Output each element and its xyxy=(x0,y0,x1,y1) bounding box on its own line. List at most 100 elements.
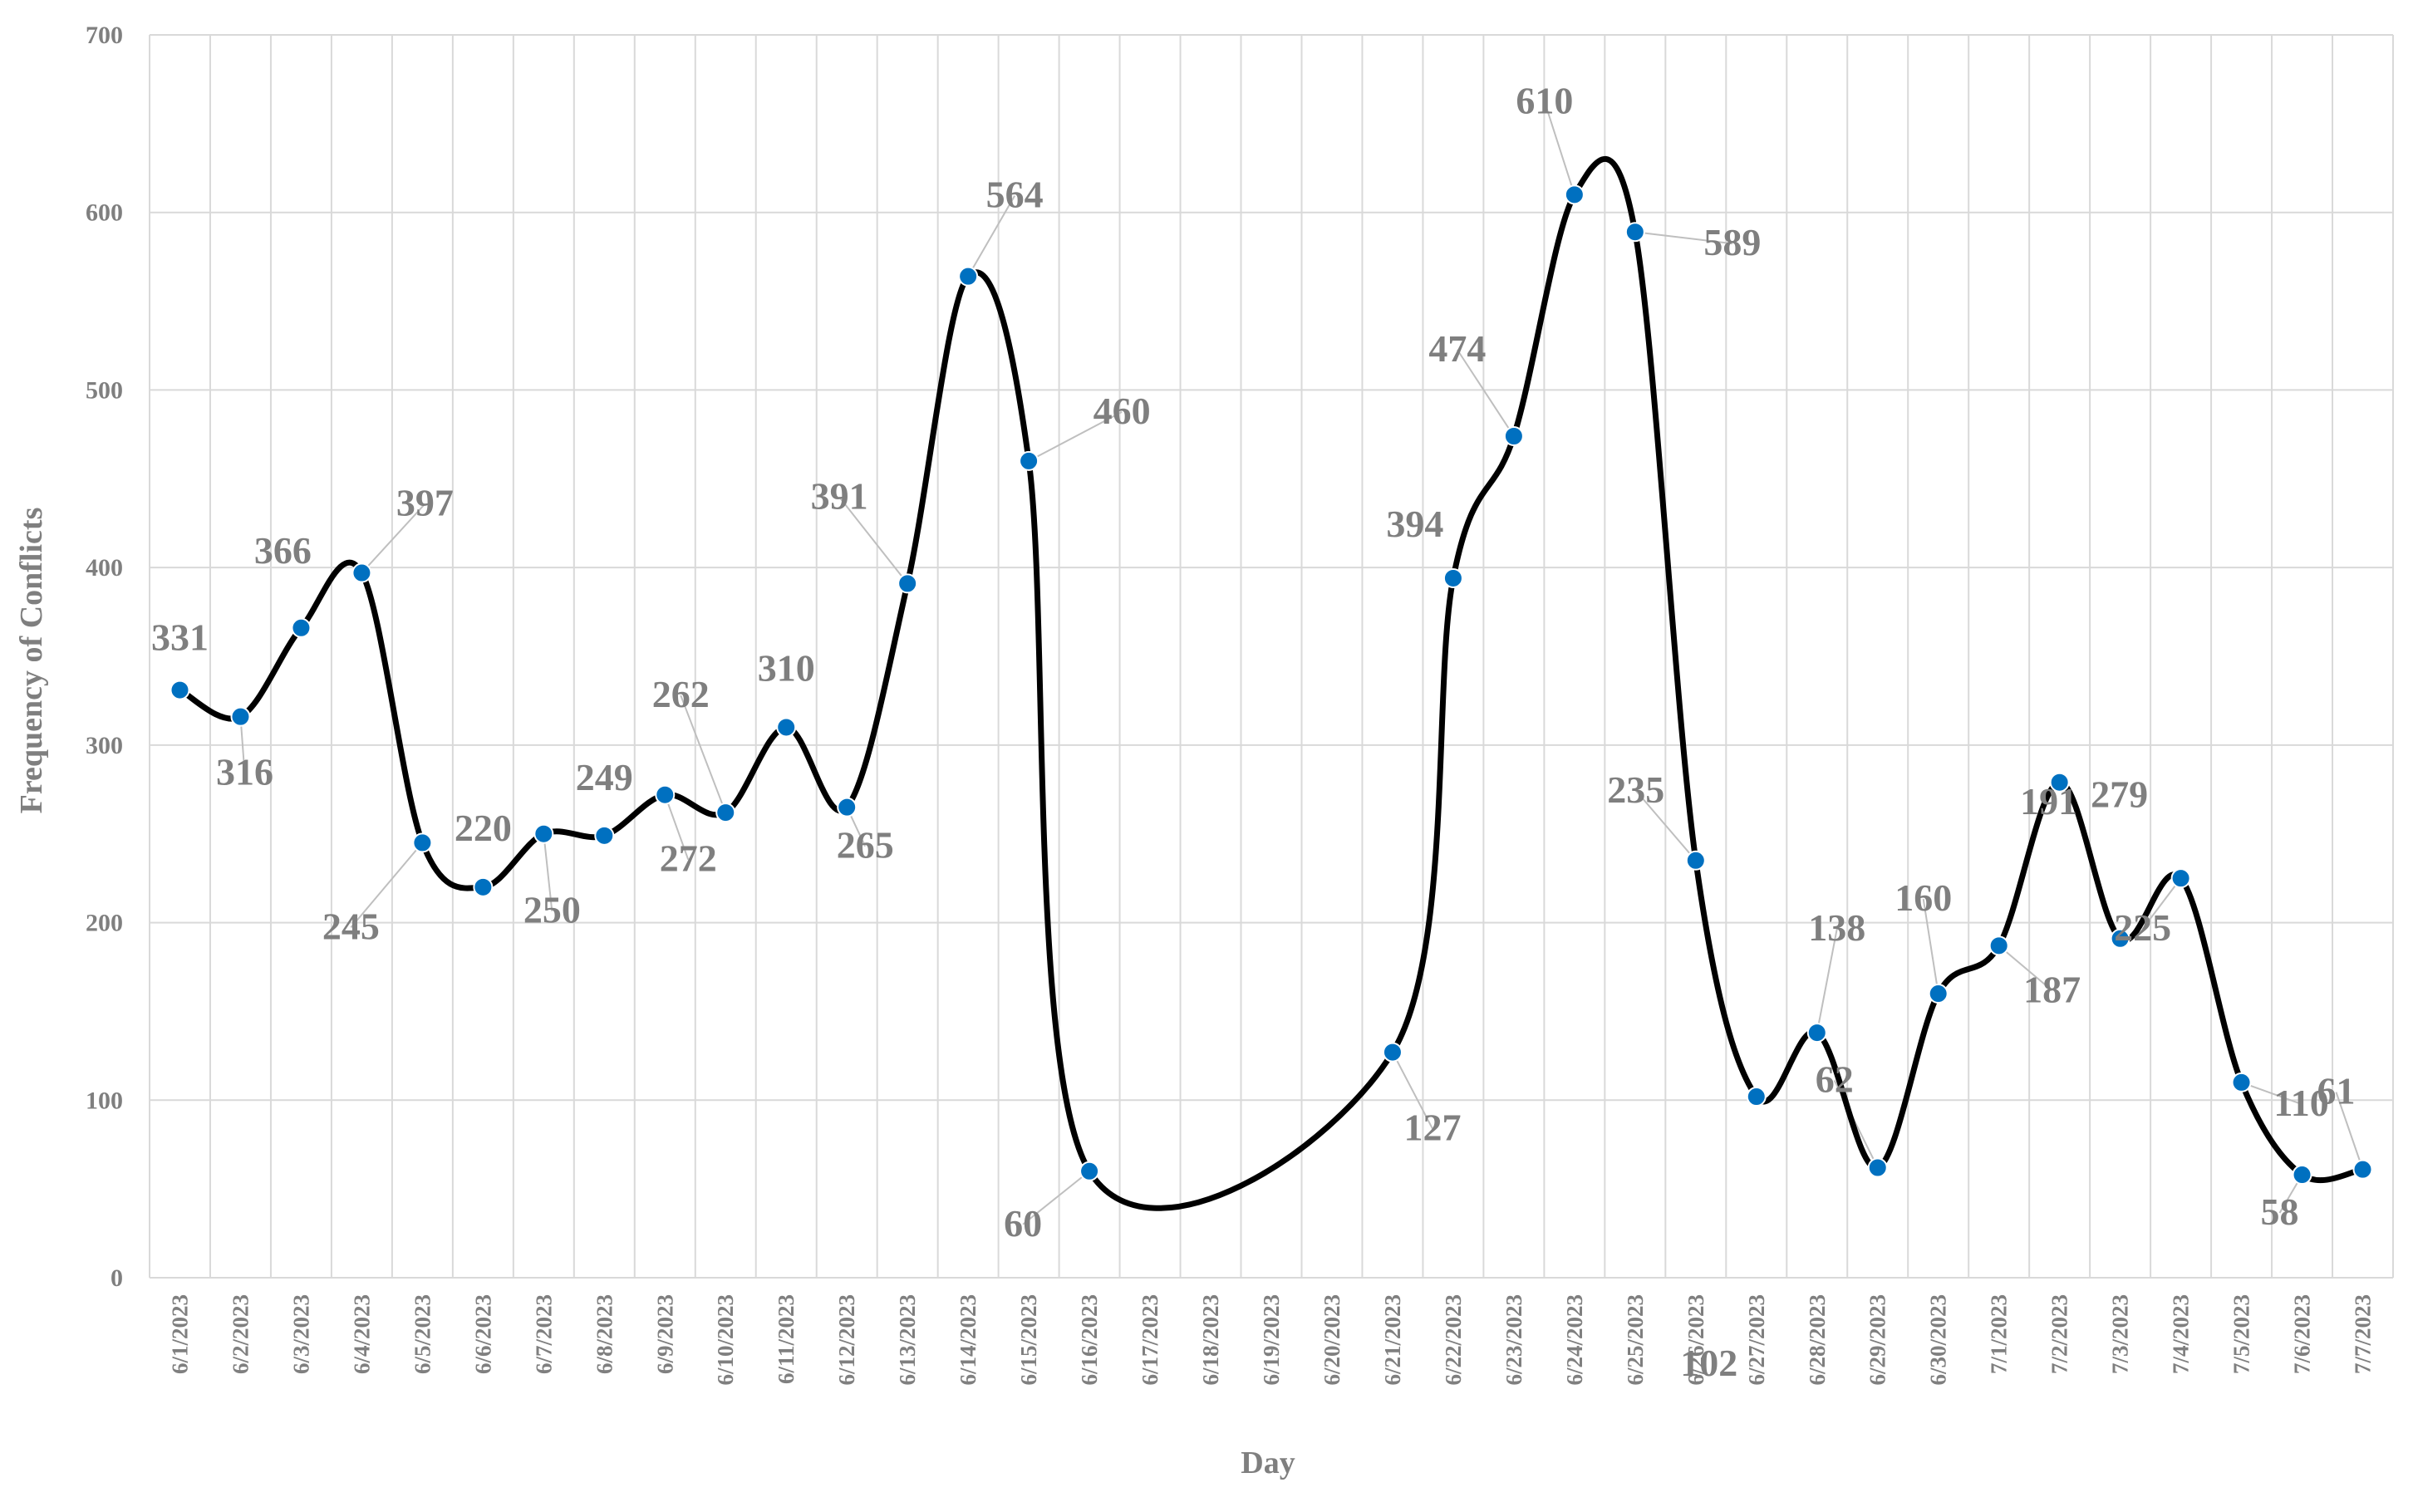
data-label: 60 xyxy=(1004,1202,1042,1244)
data-label: 225 xyxy=(2114,906,2171,949)
x-tick-label: 6/24/2023 xyxy=(1562,1294,1587,1386)
data-point-marker xyxy=(2352,1159,2373,1180)
data-point-marker xyxy=(412,832,433,853)
label-leader-line xyxy=(2335,1092,2364,1170)
data-label: 187 xyxy=(2023,968,2081,1010)
data-point-marker xyxy=(1806,1023,1827,1043)
data-point-marker xyxy=(958,266,979,287)
x-tick-label: 6/3/2023 xyxy=(288,1294,313,1374)
y-axis-title: Frequency of Conflicts xyxy=(14,508,49,814)
y-tick-label: 200 xyxy=(86,910,123,937)
data-label: 262 xyxy=(652,673,710,715)
data-point-marker xyxy=(2292,1165,2312,1186)
data-point-marker xyxy=(897,573,918,594)
x-tick-label: 6/13/2023 xyxy=(895,1294,920,1386)
label-leader-line xyxy=(1635,790,1697,862)
data-label: 460 xyxy=(1093,390,1151,432)
x-tick-label: 6/4/2023 xyxy=(349,1294,374,1374)
x-tick-label: 7/2/2023 xyxy=(2047,1294,2072,1374)
x-tick-label: 6/28/2023 xyxy=(1805,1294,1830,1386)
data-label: 366 xyxy=(254,529,312,572)
data-label: 235 xyxy=(1607,768,1664,811)
x-tick-label: 6/8/2023 xyxy=(592,1294,617,1374)
data-label: 160 xyxy=(1895,876,1952,919)
x-tick-label: 6/14/2023 xyxy=(956,1294,980,1386)
label-leader-line xyxy=(1392,1052,1433,1130)
data-point-marker xyxy=(1564,184,1585,205)
x-tick-label: 6/11/2023 xyxy=(774,1294,799,1384)
x-tick-label: 6/1/2023 xyxy=(167,1294,192,1374)
data-point-marker xyxy=(776,717,797,738)
data-point-marker xyxy=(533,823,554,844)
label-leader-line xyxy=(1543,101,1575,195)
x-tick-label: 6/25/2023 xyxy=(1623,1294,1648,1386)
data-point-marker xyxy=(230,706,251,727)
x-tick-label: 6/23/2023 xyxy=(1501,1294,1526,1386)
data-label: 127 xyxy=(1403,1107,1461,1149)
label-leader-line xyxy=(1457,349,1515,437)
data-label: 250 xyxy=(523,889,581,931)
label-leader-line xyxy=(967,195,1016,277)
x-tick-label: 7/6/2023 xyxy=(2290,1294,2315,1374)
data-labels: 331 316 366 397 245 220 250 249 272 262 310 265 391 5… xyxy=(151,79,2356,1384)
x-tick-label: 6/6/2023 xyxy=(470,1294,495,1374)
data-label: 331 xyxy=(151,616,209,659)
data-label: 310 xyxy=(758,646,815,689)
data-point-marker xyxy=(291,617,312,638)
data-point-marker xyxy=(1685,850,1706,871)
data-point-marker xyxy=(1988,935,2009,956)
data-label: 610 xyxy=(1516,79,1573,121)
data-label: 272 xyxy=(660,837,717,880)
data-label: 110 xyxy=(2273,1082,2328,1124)
y-tick-label: 400 xyxy=(86,554,123,582)
x-tick-label: 6/10/2023 xyxy=(713,1294,738,1386)
data-label: 564 xyxy=(986,174,1044,216)
x-tick-label: 7/4/2023 xyxy=(2169,1294,2194,1374)
data-label: 474 xyxy=(1428,327,1486,370)
data-label: 279 xyxy=(2091,773,2148,816)
data-label: 61 xyxy=(2317,1070,2356,1112)
data-label: 391 xyxy=(811,474,868,517)
y-tick-label: 700 xyxy=(86,22,123,49)
data-point-marker xyxy=(1442,567,1463,588)
x-tick-label: 6/22/2023 xyxy=(1441,1294,1466,1386)
data-point-marker xyxy=(2049,772,2070,793)
data-label: 394 xyxy=(1386,503,1443,545)
grid-lines xyxy=(149,34,2394,1279)
x-tick-label: 6/7/2023 xyxy=(531,1294,556,1374)
x-tick-label: 6/21/2023 xyxy=(1380,1294,1405,1386)
x-tick-label: 6/9/2023 xyxy=(652,1294,677,1374)
data-point-marker xyxy=(1624,222,1645,243)
y-tick-label: 100 xyxy=(86,1087,123,1114)
y-tick-label: 500 xyxy=(86,376,123,404)
x-tick-label: 6/27/2023 xyxy=(1744,1294,1769,1386)
x-tick-label: 6/17/2023 xyxy=(1138,1294,1162,1386)
label-leader-line xyxy=(2241,1081,2302,1105)
x-axis-ticks: 6/1/2023 6/2/2023 6/3/2023 6/4/2023 6/5/2023… xyxy=(167,1294,2375,1386)
label-leader-line xyxy=(1816,928,1838,1033)
x-tick-label: 7/3/2023 xyxy=(2108,1294,2133,1374)
y-tick-label: 300 xyxy=(86,732,123,759)
data-label: 138 xyxy=(1808,906,1865,949)
series-line xyxy=(176,155,2366,1211)
x-axis-title: Day xyxy=(1241,1446,1295,1480)
data-label: 249 xyxy=(576,756,633,798)
x-tick-label: 6/20/2023 xyxy=(1320,1294,1344,1386)
data-label: 62 xyxy=(1816,1058,1854,1100)
x-tick-label: 6/15/2023 xyxy=(1016,1294,1041,1386)
label-leader-line xyxy=(543,833,553,911)
x-tick-label: 7/7/2023 xyxy=(2351,1294,2376,1374)
data-point-marker xyxy=(1079,1161,1100,1181)
label-leader-line xyxy=(350,842,424,929)
label-leader-line xyxy=(664,794,690,861)
x-tick-label: 6/29/2023 xyxy=(1865,1294,1890,1386)
label-leader-line xyxy=(1028,411,1123,462)
label-leader-line xyxy=(680,695,727,813)
data-point-marker xyxy=(2110,928,2130,949)
label-leader-line xyxy=(838,496,908,584)
data-label: 245 xyxy=(322,905,380,947)
data-point-marker xyxy=(1503,425,1524,446)
x-tick-label: 7/5/2023 xyxy=(2229,1294,2254,1374)
x-tick-label: 6/16/2023 xyxy=(1077,1294,1102,1386)
